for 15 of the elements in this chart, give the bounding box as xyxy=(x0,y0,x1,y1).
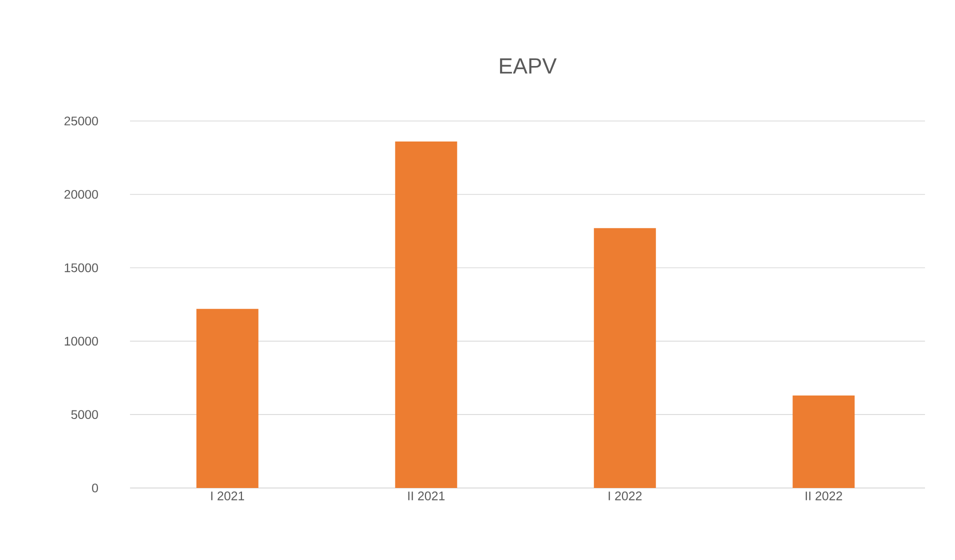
x-tick-label: II 2022 xyxy=(806,492,842,500)
y-tick-label: 25000 xyxy=(64,116,98,126)
bar xyxy=(594,228,656,488)
y-tick-label: 0 xyxy=(92,484,98,492)
y-tick-label: 20000 xyxy=(64,190,98,199)
bar xyxy=(196,308,258,488)
bar xyxy=(792,396,855,488)
y-tick-label: 15000 xyxy=(64,263,98,272)
x-tick-label: I 2022 xyxy=(608,492,642,500)
x-tick-label: II 2021 xyxy=(408,492,445,500)
bar xyxy=(395,142,458,488)
chart-title: EAPV xyxy=(500,58,557,74)
x-tick-label: I 2021 xyxy=(211,492,244,500)
y-tick-label: 10000 xyxy=(64,336,98,346)
y-tick-label: 5000 xyxy=(71,410,98,419)
